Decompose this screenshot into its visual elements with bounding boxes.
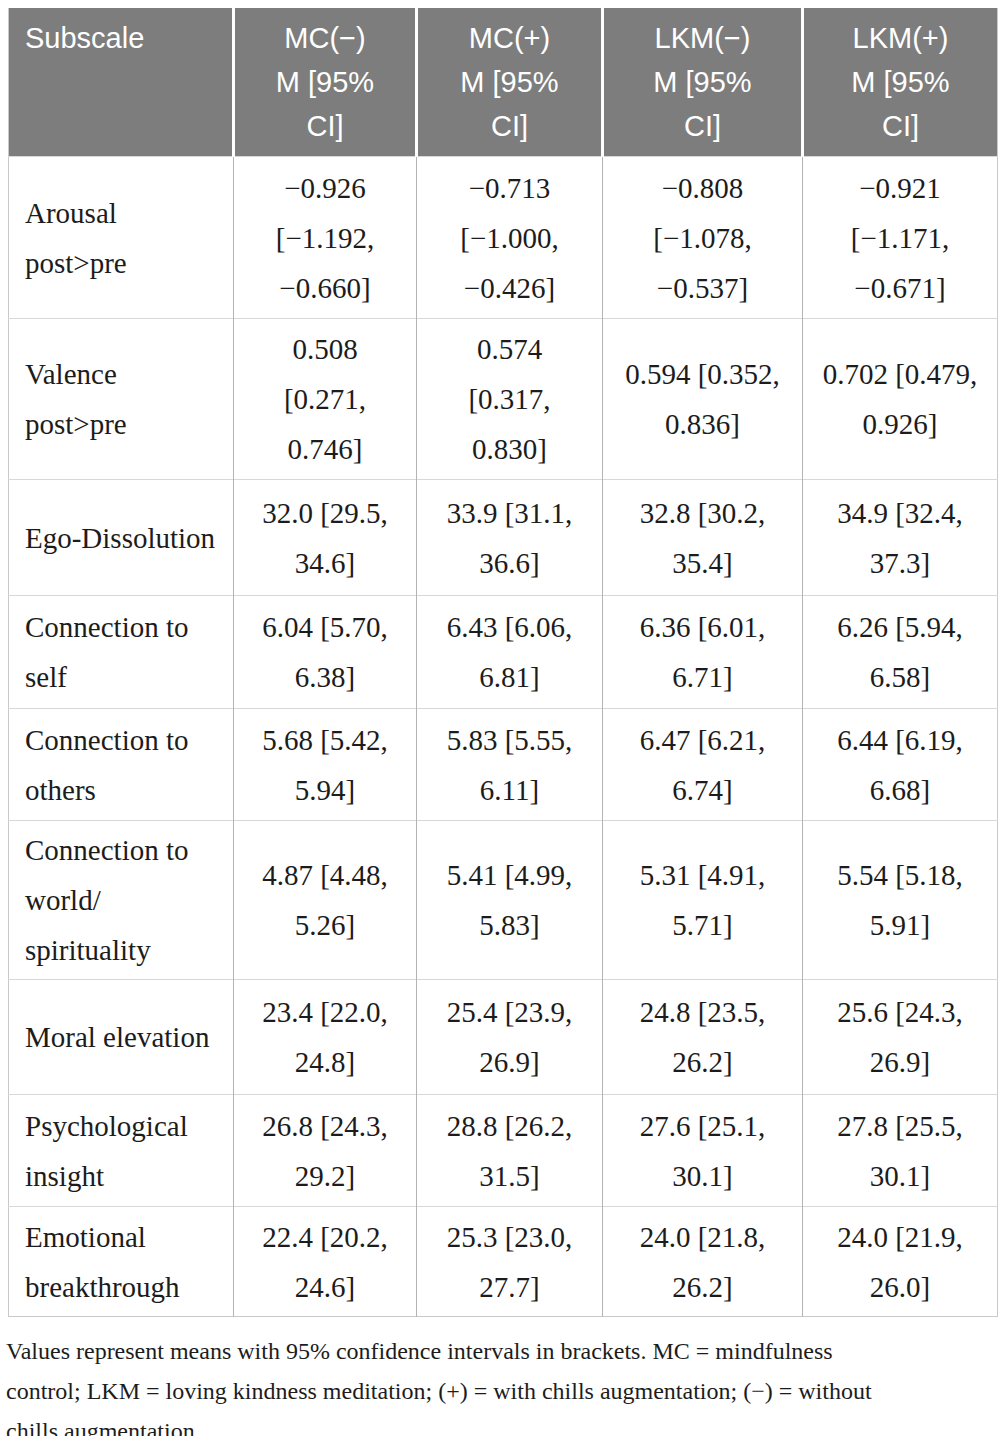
value-cell: 23.4 [22.0, 24.8]: [234, 980, 417, 1095]
value-cell: 0.508 [0.271, 0.746]: [234, 319, 417, 480]
table-row: Ego-Dissolution 32.0 [29.5, 34.6] 33.9 […: [9, 480, 998, 596]
table-row: Psychological insight 26.8 [24.3, 29.2] …: [9, 1095, 998, 1207]
value-cell: 6.26 [5.94, 6.58]: [803, 596, 998, 709]
table-row: Emotional breakthrough 22.4 [20.2, 24.6]…: [9, 1207, 998, 1317]
value-cell: 0.594 [0.352, 0.836]: [603, 319, 803, 480]
value-cell: −0.921 [−1.171, −0.671]: [803, 157, 998, 319]
row-label: Moral elevation: [9, 980, 234, 1095]
value-cell: 25.6 [24.3, 26.9]: [803, 980, 998, 1095]
value-cell: 5.83 [5.55, 6.11]: [417, 709, 603, 821]
value-cell: 24.0 [21.9, 26.0]: [803, 1207, 998, 1317]
column-header-subscale: Subscale: [9, 8, 234, 157]
row-label: Arousal post>pre: [9, 157, 234, 319]
table-footnote: Values represent means with 95% confiden…: [6, 1331, 1003, 1436]
value-cell: 0.574 [0.317, 0.830]: [417, 319, 603, 480]
value-cell: 6.44 [6.19, 6.68]: [803, 709, 998, 821]
table-row: Connection to self 6.04 [5.70, 6.38] 6.4…: [9, 596, 998, 709]
value-cell: 6.36 [6.01, 6.71]: [603, 596, 803, 709]
value-cell: 0.702 [0.479, 0.926]: [803, 319, 998, 480]
value-cell: 28.8 [26.2, 31.5]: [417, 1095, 603, 1207]
table-row: Moral elevation 23.4 [22.0, 24.8] 25.4 […: [9, 980, 998, 1095]
value-cell: 32.8 [30.2, 35.4]: [603, 480, 803, 596]
table-row: Valence post>pre 0.508 [0.271, 0.746] 0.…: [9, 319, 998, 480]
value-cell: 25.3 [23.0, 27.7]: [417, 1207, 603, 1317]
value-cell: 5.41 [4.99, 5.83]: [417, 821, 603, 980]
value-cell: 24.8 [23.5, 26.2]: [603, 980, 803, 1095]
value-cell: 6.43 [6.06, 6.81]: [417, 596, 603, 709]
row-label: Emotional breakthrough: [9, 1207, 234, 1317]
row-label: Connection to world/ spirituality: [9, 821, 234, 980]
header-row: Subscale MC(−) M [95% CI] MC(+) M [95% C…: [9, 8, 998, 157]
row-label: Connection to self: [9, 596, 234, 709]
value-cell: 24.0 [21.8, 26.2]: [603, 1207, 803, 1317]
results-table: Subscale MC(−) M [95% CI] MC(+) M [95% C…: [8, 8, 998, 1317]
column-header-mc-plus: MC(+) M [95% CI]: [417, 8, 603, 157]
table-row: Arousal post>pre −0.926 [−1.192, −0.660]…: [9, 157, 998, 319]
column-header-lkm-plus: LKM(+) M [95% CI]: [803, 8, 998, 157]
value-cell: 6.04 [5.70, 6.38]: [234, 596, 417, 709]
value-cell: 5.68 [5.42, 5.94]: [234, 709, 417, 821]
value-cell: 27.6 [25.1, 30.1]: [603, 1095, 803, 1207]
value-cell: 32.0 [29.5, 34.6]: [234, 480, 417, 596]
value-cell: −0.713 [−1.000, −0.426]: [417, 157, 603, 319]
table-row: Connection to world/ spirituality 4.87 […: [9, 821, 998, 980]
value-cell: 34.9 [32.4, 37.3]: [803, 480, 998, 596]
row-label: Psychological insight: [9, 1095, 234, 1207]
value-cell: −0.808 [−1.078, −0.537]: [603, 157, 803, 319]
value-cell: 22.4 [20.2, 24.6]: [234, 1207, 417, 1317]
row-label: Connection to others: [9, 709, 234, 821]
value-cell: 5.54 [5.18, 5.91]: [803, 821, 998, 980]
value-cell: 5.31 [4.91, 5.71]: [603, 821, 803, 980]
value-cell: 27.8 [25.5, 30.1]: [803, 1095, 998, 1207]
value-cell: −0.926 [−1.192, −0.660]: [234, 157, 417, 319]
value-cell: 4.87 [4.48, 5.26]: [234, 821, 417, 980]
table-row: Connection to others 5.68 [5.42, 5.94] 5…: [9, 709, 998, 821]
value-cell: 33.9 [31.1, 36.6]: [417, 480, 603, 596]
paper-table-page: Subscale MC(−) M [95% CI] MC(+) M [95% C…: [0, 0, 1005, 1436]
column-header-mc-minus: MC(−) M [95% CI]: [234, 8, 417, 157]
column-header-lkm-minus: LKM(−) M [95% CI]: [603, 8, 803, 157]
value-cell: 26.8 [24.3, 29.2]: [234, 1095, 417, 1207]
value-cell: 25.4 [23.9, 26.9]: [417, 980, 603, 1095]
row-label: Ego-Dissolution: [9, 480, 234, 596]
value-cell: 6.47 [6.21, 6.74]: [603, 709, 803, 821]
row-label: Valence post>pre: [9, 319, 234, 480]
